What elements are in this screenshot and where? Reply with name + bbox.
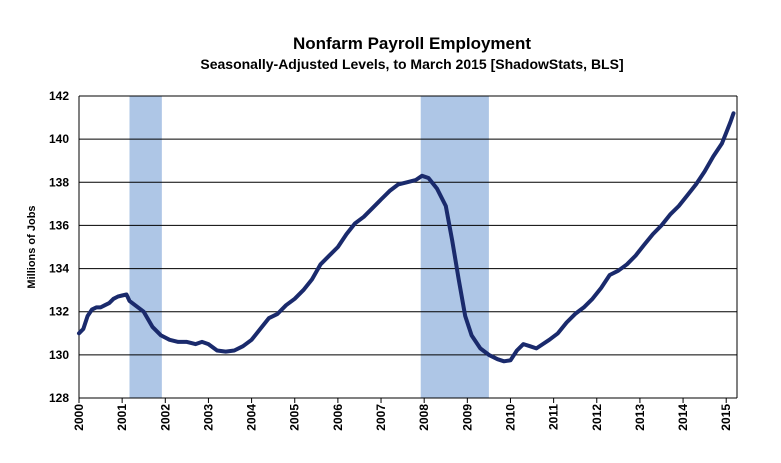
y-axis-label: Millions of Jobs <box>26 205 38 288</box>
series-line <box>77 111 736 364</box>
y-tick-labels: 128 130 132 134 136 138 140 142 <box>49 89 69 405</box>
x-tick-label: 2006 <box>331 404 345 431</box>
chart-title: Nonfarm Payroll Employment <box>292 34 532 53</box>
x-tick-label: 2015 <box>719 404 733 431</box>
y-tick-label: 140 <box>49 132 69 146</box>
y-tick-label: 136 <box>49 218 69 232</box>
x-tick-label: 2000 <box>72 404 86 431</box>
x-tick-label: 2013 <box>633 404 647 431</box>
x-tick-label: 2012 <box>590 404 604 431</box>
x-tick-label: 2007 <box>374 404 388 431</box>
y-tick-label: 138 <box>49 175 69 189</box>
recession-band-1 <box>129 96 162 398</box>
chart-subtitle: Seasonally-Adjusted Levels, to March 201… <box>200 56 624 72</box>
x-tick-label: 2008 <box>417 404 431 431</box>
x-tick-label: 2010 <box>503 404 517 431</box>
x-tick-labels: 2000 2001 2002 2003 2004 2005 2006 2007 2008 2009… <box>72 404 733 431</box>
axes <box>78 96 738 403</box>
x-tick-label: 2001 <box>115 404 129 431</box>
y-tick-label: 134 <box>49 262 69 276</box>
y-tick-label: 132 <box>49 305 69 319</box>
y-tick-label: 142 <box>49 89 69 103</box>
x-tick-label: 2002 <box>158 404 172 431</box>
x-tick-label: 2004 <box>245 404 259 431</box>
x-tick-label: 2009 <box>460 404 474 431</box>
y-tick-label: 130 <box>49 348 69 362</box>
x-tick-label: 2003 <box>201 404 215 431</box>
x-tick-label: 2005 <box>288 404 302 431</box>
y-tick-label: 128 <box>49 391 69 405</box>
x-tick-label: 2011 <box>547 404 561 430</box>
plot-area <box>79 96 737 398</box>
x-tick-label: 2014 <box>676 404 690 431</box>
